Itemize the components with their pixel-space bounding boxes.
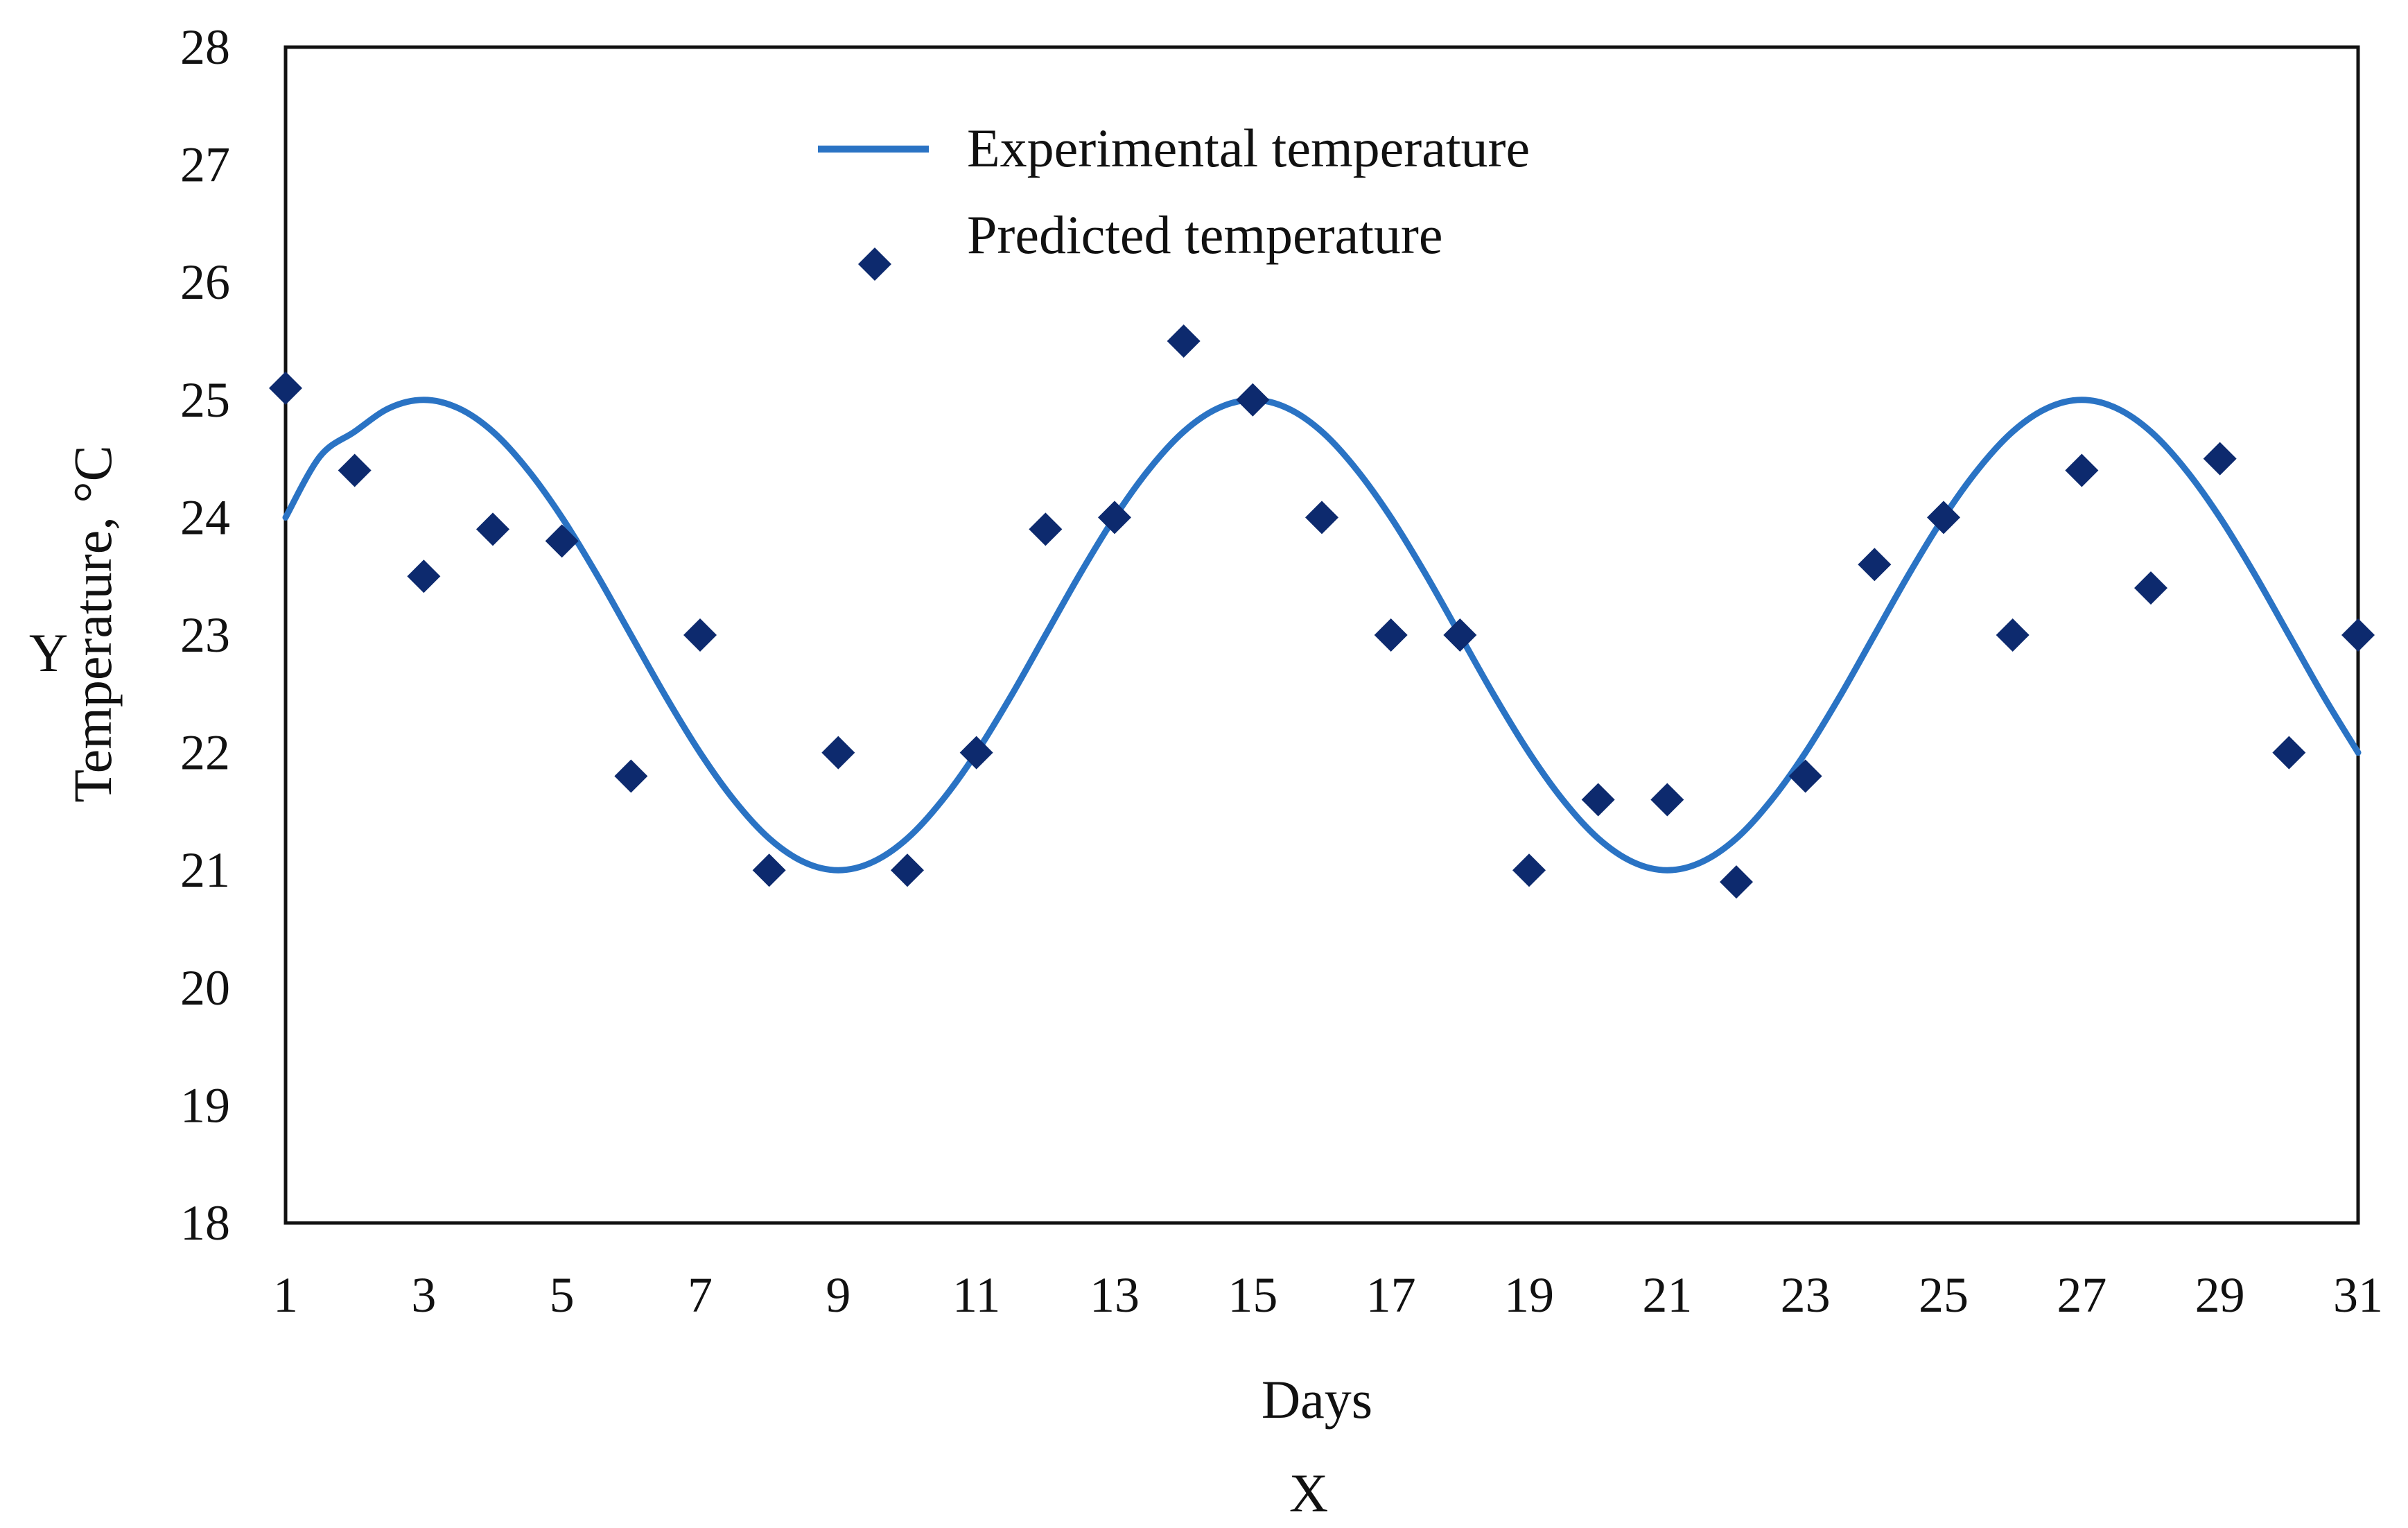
predicted-point (1650, 783, 1684, 817)
predicted-point (2134, 571, 2167, 605)
predicted-point (959, 736, 993, 770)
experimental-temperature-line (282, 397, 2362, 874)
y-tick-label: 21 (180, 842, 230, 898)
predicted-point (1236, 383, 1270, 417)
predicted-point (1374, 618, 1408, 652)
predicted-point (821, 736, 855, 770)
predicted-point (1305, 501, 1338, 535)
predicted-point (269, 371, 302, 405)
x-tick-label: 1 (273, 1267, 298, 1323)
predicted-point (891, 853, 924, 887)
predicted-point (1029, 512, 1063, 546)
y-tick-label: 28 (180, 19, 230, 75)
predicted-point (1788, 759, 1822, 793)
x-tick-label: 15 (1228, 1267, 1277, 1323)
y-tick-label: 23 (180, 607, 230, 663)
x-tick-label: 17 (1366, 1267, 1416, 1323)
x-tick-label: 31 (2333, 1267, 2383, 1323)
x-tick-label: 5 (550, 1267, 575, 1323)
y-tick-label: 25 (180, 372, 230, 428)
predicted-point (407, 559, 441, 593)
predicted-point (1927, 501, 1960, 535)
x-tick-label: 13 (1090, 1267, 1140, 1323)
x-tick-label: 19 (1504, 1267, 1554, 1323)
x-tick-label: 23 (1781, 1267, 1831, 1323)
y-tick-label: 19 (180, 1077, 230, 1133)
y-tick-label: 20 (180, 960, 230, 1016)
x-tick-label: 25 (1919, 1267, 1969, 1323)
predicted-point (1858, 548, 1892, 582)
predicted-point (2272, 736, 2306, 770)
predicted-point (1720, 865, 1753, 899)
predicted-point (1443, 618, 1477, 652)
predicted-temperature-points (269, 324, 2375, 899)
predicted-point (683, 618, 717, 652)
y-tick-label: 24 (180, 489, 230, 545)
legend: Experimental temperature Predicted tempe… (818, 118, 1530, 281)
y-tick-label: 18 (180, 1195, 230, 1251)
predicted-point (614, 759, 648, 793)
legend-diamond-swatch (858, 248, 891, 281)
y-tick-labels: 18 19 20 21 22 23 24 25 26 27 28 (180, 19, 230, 1251)
predicted-point (1167, 324, 1201, 358)
predicted-point (545, 524, 579, 558)
x-tick-label: 7 (688, 1267, 713, 1323)
x-tick-label: 29 (2195, 1267, 2245, 1323)
predicted-point (2203, 442, 2237, 476)
predicted-point (1098, 501, 1131, 535)
predicted-point (752, 853, 786, 887)
predicted-point (2065, 453, 2099, 487)
y-tick-label: 26 (180, 254, 230, 310)
predicted-point (476, 512, 509, 546)
y-axis-title: Temperature, °C (62, 445, 123, 802)
x-axis-letter: X (1289, 1463, 1328, 1523)
y-tick-label: 22 (180, 725, 230, 781)
legend-label-experimental: Experimental temperature (967, 118, 1530, 178)
x-tick-labels: 1 3 5 7 9 11 13 15 17 19 21 23 25 27 29 31 (273, 1267, 2383, 1323)
x-tick-label: 3 (411, 1267, 436, 1323)
y-axis-letter: Y (29, 623, 68, 683)
predicted-point (1512, 853, 1546, 887)
y-tick-label: 27 (180, 137, 230, 193)
x-tick-label: 9 (826, 1267, 850, 1323)
x-axis-title: Days (1262, 1369, 1372, 1430)
predicted-point (1581, 783, 1615, 817)
x-tick-label: 11 (952, 1267, 1000, 1323)
legend-label-predicted: Predicted temperature (967, 205, 1443, 265)
x-tick-label: 21 (1642, 1267, 1692, 1323)
predicted-point (1996, 618, 2030, 652)
x-tick-label: 27 (2057, 1267, 2106, 1323)
predicted-point (2341, 618, 2375, 652)
predicted-point (338, 453, 372, 487)
